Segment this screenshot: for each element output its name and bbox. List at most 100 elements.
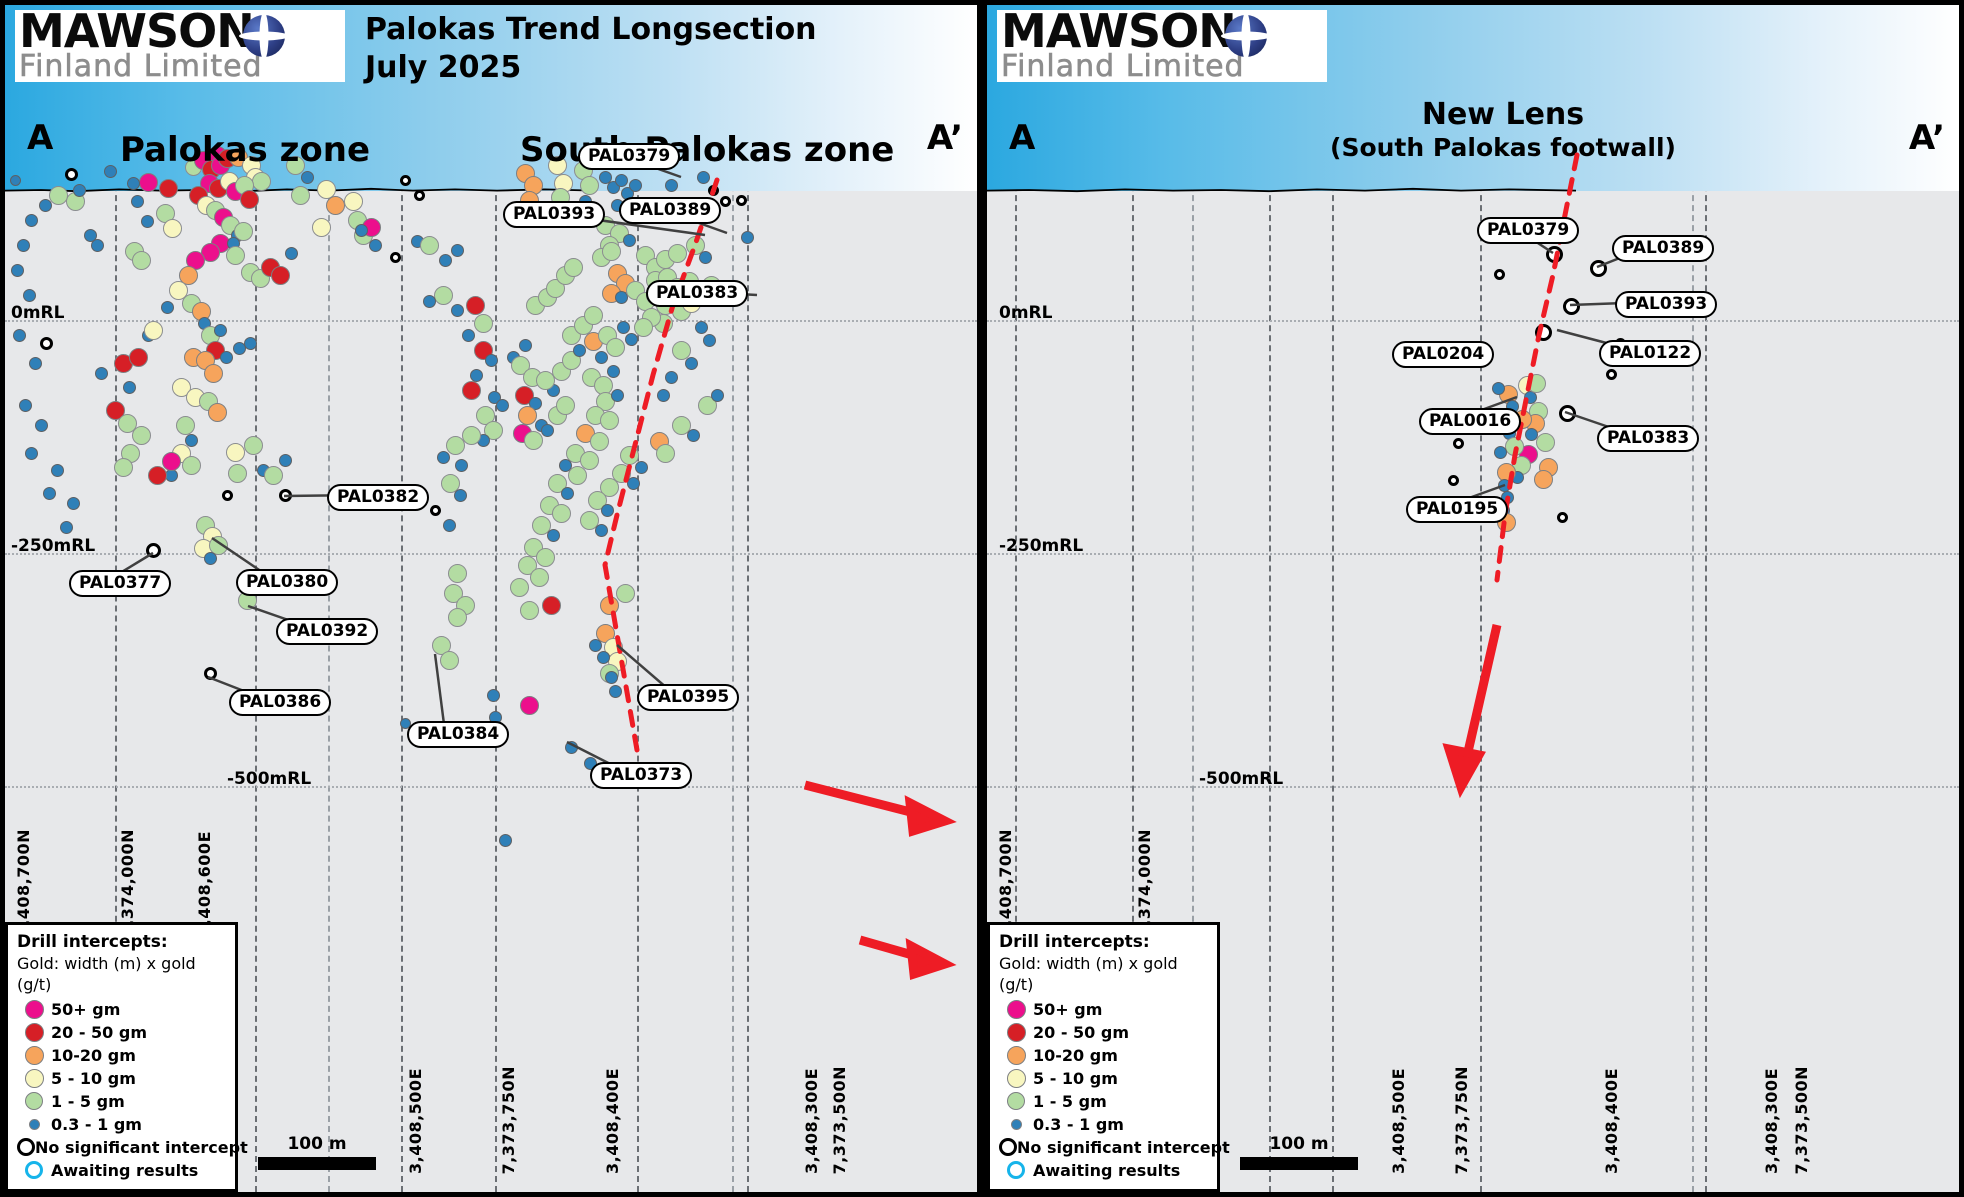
axis-label-3408300E-right: 3,408,300E (1762, 1067, 1781, 1174)
legend-swatch-wrap (999, 1022, 1033, 1042)
drill-intercept-point (1491, 381, 1505, 395)
drill-intercept-point (117, 413, 137, 433)
drillhole-label[interactable]: PAL0379 (1477, 217, 1580, 244)
drillhole-label[interactable]: PAL0383 (1597, 425, 1700, 452)
drill-intercept-point (664, 370, 678, 384)
drill-intercept-point (285, 155, 305, 175)
drill-intercept-point (510, 355, 530, 375)
mawson-logo-right: MAWSON Finland Limited (997, 8, 1327, 82)
legend-swatch-wrap (999, 1161, 1033, 1179)
legend-item: 5 - 10 gm (999, 1067, 1207, 1089)
drill-intercept-point (38, 198, 52, 212)
drillhole-label[interactable]: PAL0122 (1599, 340, 1702, 367)
drill-intercept-point (160, 300, 174, 314)
drillhole-label[interactable]: PAL0389 (1612, 235, 1715, 262)
gridline-3408600E-right (1192, 5, 1194, 1192)
legend-item: No significant intercept (999, 1136, 1230, 1158)
drillhole-label[interactable]: PAL0204 (1392, 341, 1495, 368)
legend-item: Awaiting results (17, 1159, 225, 1181)
new-lens-subtitle: (South Palokas footwall) (1330, 133, 1676, 162)
legend-swatch-wrap (17, 1161, 51, 1179)
drill-intercept-point (24, 446, 38, 460)
drillhole-label[interactable]: PAL0373 (590, 762, 693, 789)
drill-intercept-point (606, 364, 620, 378)
section-end-label-left: A’ (926, 118, 963, 158)
drill-intercept-point (1526, 373, 1546, 393)
drillhole-label[interactable]: PAL0195 (1406, 496, 1509, 523)
drillhole-label[interactable]: PAL0395 (637, 684, 740, 711)
drill-intercept-point (519, 695, 539, 715)
drill-intercept-point (207, 402, 227, 422)
drill-intercept-point (354, 223, 368, 237)
drill-intercept-point (12, 328, 26, 342)
legend-item-label: 0.3 - 1 gm (51, 1114, 142, 1134)
drill-intercept-point (50, 463, 64, 477)
legend-swatch-icon (1006, 1022, 1026, 1042)
gridline-3408600E (328, 5, 330, 1192)
drillhole-label[interactable]: PAL0389 (619, 197, 722, 224)
drillhole-label[interactable]: PAL0386 (229, 689, 332, 716)
drillhole-label[interactable]: PAL0392 (276, 618, 379, 645)
legend-swatch-wrap (17, 1045, 51, 1065)
legend-item-label: 10-20 gm (51, 1045, 136, 1065)
legend-swatch-icon (1006, 1068, 1026, 1088)
drill-intercept-point (634, 460, 648, 474)
axis-label-3408500E-right: 3,408,500E (1389, 1067, 1408, 1174)
drill-intercept-point (572, 343, 586, 357)
legend-swatch-icon (28, 1118, 40, 1130)
drillhole-label[interactable]: PAL0380 (236, 569, 339, 596)
drillhole-label[interactable]: PAL0379 (578, 143, 681, 170)
drill-intercept-point (145, 542, 161, 558)
drill-intercept-point (278, 453, 292, 467)
right-panel: MAWSON Finland Limited A A’ New Lens (So… (982, 0, 1964, 1197)
drill-intercept-point (251, 171, 271, 191)
drillhole-label[interactable]: PAL0016 (1419, 408, 1522, 435)
legend-swatch-wrap (17, 1068, 51, 1088)
drill-intercept-point (622, 233, 636, 247)
drillhole-label[interactable]: PAL0382 (327, 484, 430, 511)
legend-item-label: Awaiting results (1033, 1160, 1181, 1180)
drill-intercept-point (535, 370, 555, 390)
legend-swatch-icon (17, 1138, 35, 1156)
legend-swatch-icon (1006, 999, 1026, 1019)
drillhole-label[interactable]: PAL0384 (407, 721, 510, 748)
drill-intercept-point (219, 350, 233, 364)
scale-bar-right: 100 m (1240, 1134, 1358, 1170)
gridline-3408300E (732, 5, 734, 1192)
drillhole-label[interactable]: PAL0383 (646, 280, 749, 307)
drill-intercept-point (122, 380, 136, 394)
drill-intercept-point (517, 405, 537, 425)
section-start-label-left: A (27, 118, 54, 158)
legend-title-right: Drill intercepts: (999, 932, 1150, 952)
drill-intercept-point (131, 425, 151, 445)
drill-intercept-point (624, 332, 638, 346)
drill-intercept-point (518, 338, 532, 352)
drill-intercept-point (311, 217, 331, 237)
drill-intercept-point (483, 420, 503, 440)
legend-swatch-icon (1010, 1118, 1022, 1130)
scale-bar-label-right: 100 m (1269, 1134, 1329, 1154)
drill-intercept-point (22, 288, 36, 302)
drill-intercept-point (664, 178, 678, 192)
drill-intercept-point (655, 443, 675, 463)
drill-intercept-point (579, 175, 599, 195)
drill-intercept-point (447, 563, 467, 583)
drill-intercept-point (147, 465, 167, 485)
drillhole-label[interactable]: PAL0393 (1615, 291, 1718, 318)
drill-intercept-point (443, 583, 463, 603)
drill-intercept-point (461, 328, 475, 342)
gridline-7373500N-right (1705, 5, 1707, 1192)
drill-intercept-point (225, 245, 245, 265)
drillhole-label[interactable]: PAL0377 (69, 570, 172, 597)
legend-rows: 50+ gm 20 - 50 gm 10-20 gm 5 - 10 gm 1 - 5 g… (17, 998, 248, 1181)
drill-intercept-point (547, 473, 567, 493)
legend-item: 10-20 gm (999, 1044, 1207, 1066)
drill-intercept-point (42, 486, 56, 500)
drill-intercept-point (626, 476, 640, 490)
drill-intercept-point (284, 246, 298, 260)
legend-item-label: No significant intercept (1017, 1137, 1230, 1157)
legend-swatch-wrap (17, 1022, 51, 1042)
mawson-logo: MAWSON Finland Limited (15, 8, 345, 82)
drillhole-label[interactable]: PAL0393 (503, 201, 606, 228)
drill-intercept-point (399, 717, 411, 729)
